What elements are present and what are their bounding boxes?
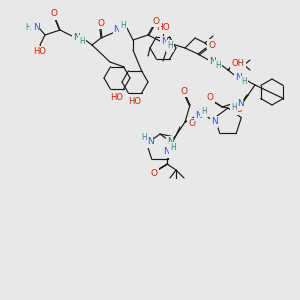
Text: O: O: [206, 92, 214, 101]
Text: O: O: [188, 119, 196, 128]
Text: 2: 2: [31, 22, 35, 28]
Text: N: N: [33, 23, 39, 32]
Text: H: H: [141, 134, 147, 142]
Text: N: N: [147, 137, 153, 146]
Text: O: O: [151, 169, 158, 178]
Text: N: N: [73, 32, 80, 41]
Text: N: N: [164, 148, 170, 157]
Text: N: N: [208, 58, 215, 67]
Text: OH: OH: [232, 59, 244, 68]
Text: N: N: [237, 100, 243, 109]
Text: O: O: [98, 19, 104, 28]
Text: H: H: [215, 61, 221, 70]
Text: N: N: [211, 118, 218, 127]
Text: H: H: [241, 77, 247, 86]
Text: HO: HO: [156, 23, 170, 32]
Text: HO: HO: [128, 97, 142, 106]
Text: N: N: [235, 74, 242, 82]
Text: H: H: [201, 106, 207, 116]
Text: N: N: [195, 110, 201, 119]
Text: H: H: [167, 41, 173, 50]
Text: N: N: [160, 38, 167, 46]
Text: HO: HO: [34, 47, 46, 56]
Text: H: H: [170, 143, 176, 152]
Text: O: O: [208, 40, 215, 50]
Text: H: H: [25, 23, 31, 32]
Text: O: O: [152, 16, 160, 26]
Text: O: O: [236, 104, 242, 113]
Text: H: H: [79, 37, 85, 46]
Text: N: N: [167, 137, 173, 146]
Text: O: O: [50, 10, 58, 19]
Text: H: H: [120, 22, 126, 31]
Text: HO: HO: [110, 92, 124, 101]
Text: O: O: [181, 86, 188, 95]
Text: H: H: [231, 103, 237, 112]
Text: N: N: [114, 26, 120, 34]
